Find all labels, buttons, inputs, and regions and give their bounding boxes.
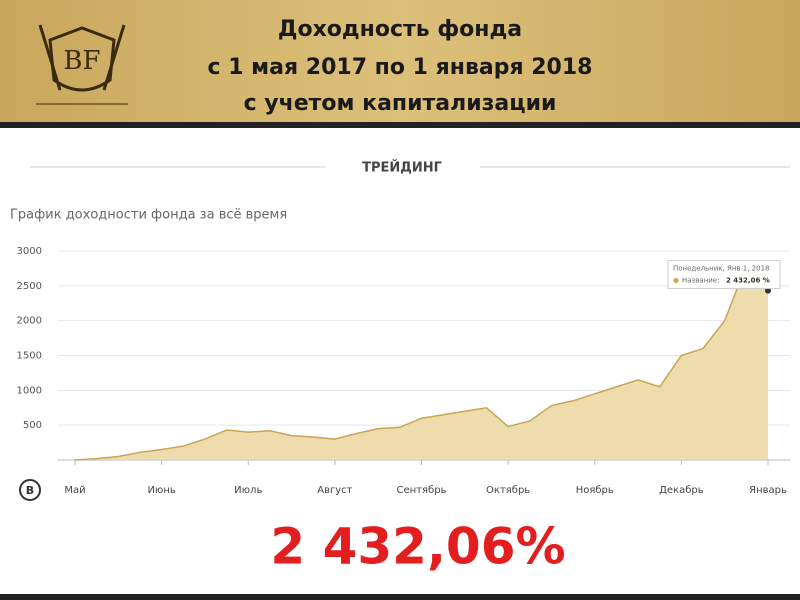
tooltip-value: 2 432,06 % — [726, 277, 770, 285]
bottom-rule — [0, 594, 800, 600]
x-tick-label: Июль — [234, 485, 262, 496]
plot: 500 1000 1500 2000 2500 3000 Май Июнь Июль Август… — [17, 246, 790, 501]
x-tick-label: Декабрь — [659, 485, 704, 496]
x-tick-label: Май — [64, 485, 85, 496]
tooltip-name: Название: — [682, 277, 719, 285]
section-title: ТРЕЙДИНГ — [362, 160, 442, 176]
y-tick-label: 2000 — [17, 316, 42, 327]
y-tick-label: 2500 — [17, 281, 42, 292]
x-icon: B — [19, 479, 41, 501]
line — [74, 263, 769, 461]
x-tick-label: Январь — [749, 485, 787, 496]
y-tick-label: 1500 — [17, 351, 42, 362]
tooltip-date: Понедельник, Янв 1, 2018 — [673, 265, 770, 273]
y-tick-label: 1000 — [17, 385, 42, 396]
x-tick-label: Август — [317, 485, 352, 496]
y-tick-label: 3000 — [17, 246, 42, 257]
x-tick-label: Июнь — [147, 485, 175, 496]
x-tick-label: Октябрь — [486, 485, 530, 496]
icon-text: B — [26, 484, 34, 497]
tooltip-box — [667, 260, 781, 290]
title-line: Доходность фонда — [278, 17, 522, 42]
title-line: с 1 мая 2017 по 1 января 2018 — [208, 55, 593, 80]
logo-text: BF — [63, 46, 100, 76]
x-tick-label: Сентябрь — [397, 485, 447, 496]
y-tick-label: 500 — [23, 420, 42, 431]
result-label: 2 432,06% — [270, 518, 565, 576]
icon-circle — [19, 479, 41, 501]
logo: BF — [36, 24, 128, 105]
chart-title: График доходности фонда за всё время — [10, 208, 287, 223]
title-line: с учетом капитализации — [244, 91, 557, 116]
area — [75, 264, 768, 460]
header-band — [0, 0, 800, 122]
tooltip-swatch — [673, 278, 679, 284]
header-rule — [0, 122, 800, 128]
x-tick-label: Ноябрь — [576, 485, 614, 496]
